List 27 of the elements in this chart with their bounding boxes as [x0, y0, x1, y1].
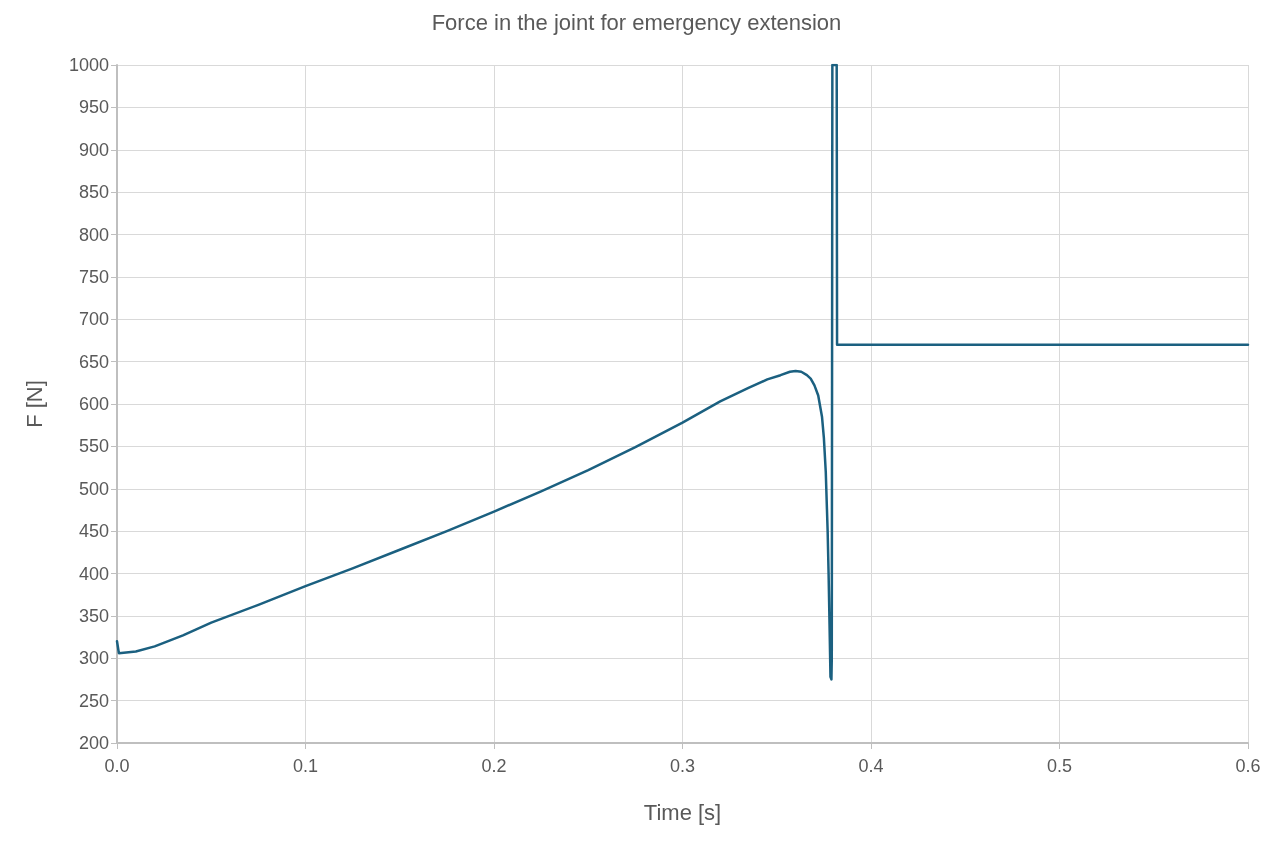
y-tick-label: 700 [78, 309, 109, 330]
y-tick-label: 500 [78, 478, 109, 499]
x-tick-label: 0.5 [1046, 756, 1073, 776]
y-tick-label: 250 [78, 690, 109, 711]
x-axis-title: Time [s] [643, 799, 722, 825]
y-axis-title: F [N] [21, 380, 47, 428]
x-tick-label: 0.2 [481, 756, 507, 776]
x-tick-label: 0.0 [104, 756, 130, 776]
y-tick-label: 400 [78, 563, 109, 584]
y-tick-label: 450 [78, 521, 109, 542]
y-tick-label: 800 [78, 224, 109, 245]
x-tick-label: 0.4 [858, 756, 884, 776]
y-tick-label: 900 [78, 139, 109, 160]
x-tick-label: 0.1 [292, 756, 319, 776]
chart-title: Force in the joint for emergency extension [431, 9, 842, 35]
y-tick-label: 300 [78, 648, 109, 669]
y-tick-label: 750 [78, 266, 109, 287]
y-tick-label: 350 [78, 605, 109, 626]
y-tick-label: 200 [78, 733, 109, 753]
y-tick-label: 600 [78, 394, 109, 414]
y-tick-label: 1000 [68, 55, 109, 75]
x-tick-label: 0.3 [669, 756, 696, 776]
y-tick-label: 950 [78, 97, 109, 118]
y-tick-label: 650 [78, 351, 109, 372]
y-tick-label: 550 [78, 436, 109, 457]
y-tick-label: 850 [78, 182, 109, 203]
x-tick-label: 0.6 [1235, 756, 1261, 776]
